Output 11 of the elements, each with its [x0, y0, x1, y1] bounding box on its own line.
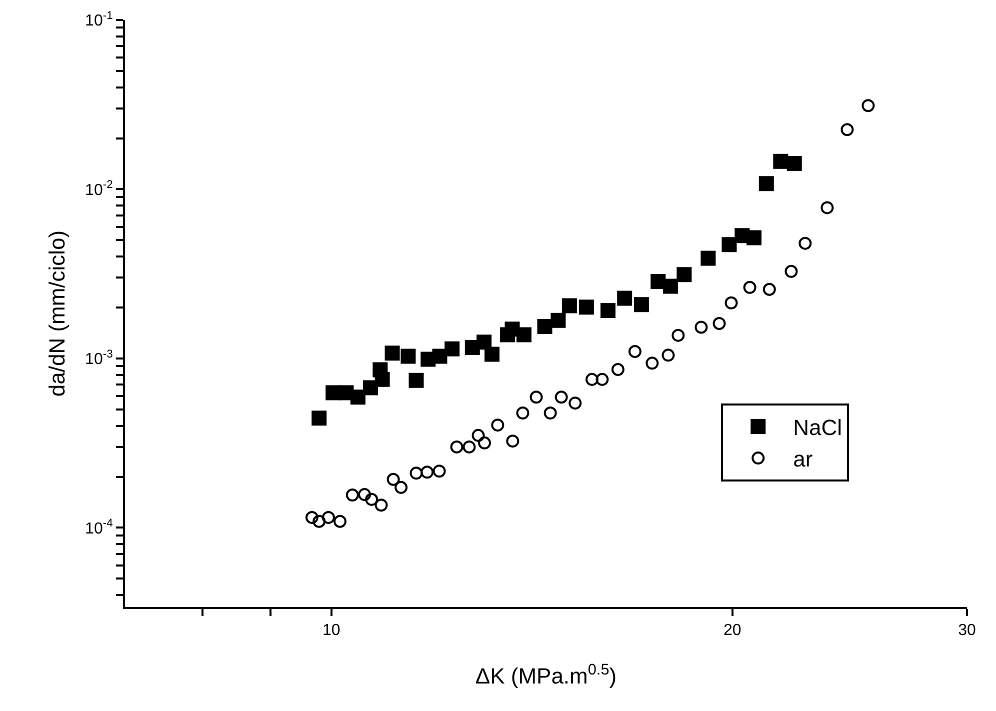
legend-label: ar	[793, 446, 813, 472]
y-tick-label: 10$^{-4}$	[85, 518, 113, 538]
x-tick-label: 10	[322, 622, 340, 640]
y-tick-label: 10$^{-3}$	[85, 348, 113, 368]
y-axis-title: da/dN (mm/ciclo)	[44, 230, 70, 397]
y-tick-label: 10$^{-1}$	[85, 10, 113, 30]
y-tick-label: 10$^{-2}$	[85, 179, 113, 199]
legend-label: NaCl	[793, 415, 842, 440]
x-tick-label: 20	[724, 622, 742, 640]
x-tick-label: 30	[958, 622, 976, 640]
x-axis-title: ΔK (MPa.m$^{0.5}$)	[475, 661, 617, 689]
